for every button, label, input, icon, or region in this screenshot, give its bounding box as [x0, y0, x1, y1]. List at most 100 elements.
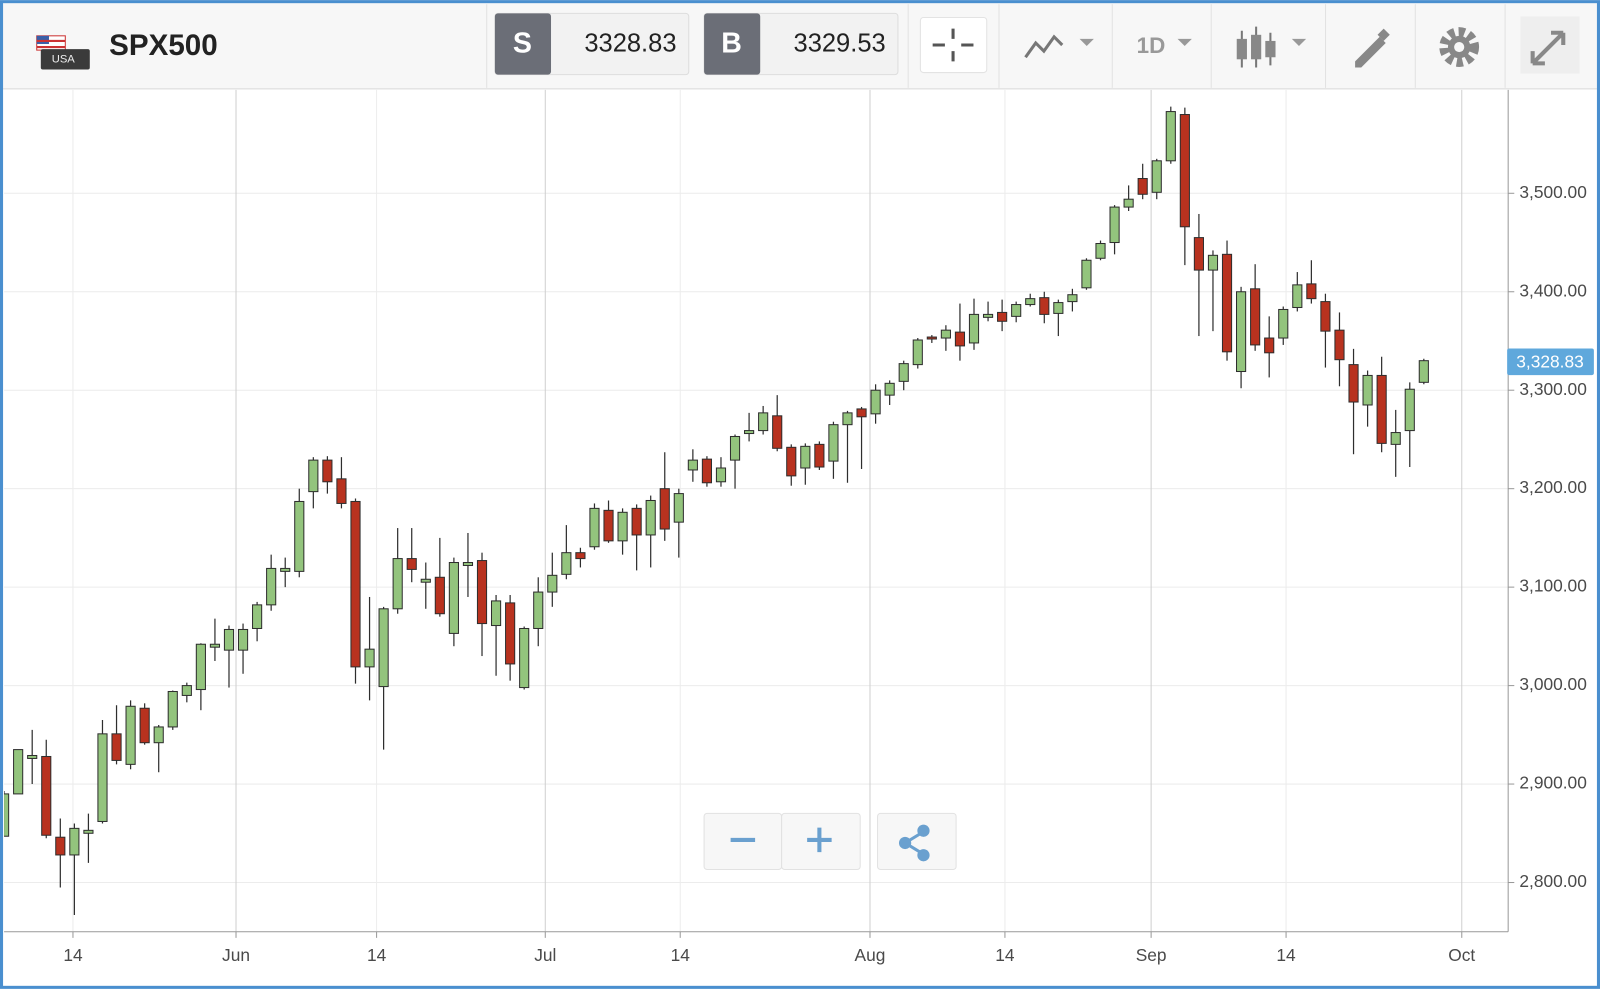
candle-body — [1292, 284, 1303, 309]
x-tick-label: 14 — [63, 945, 83, 965]
candle-body — [715, 467, 727, 483]
candle-body — [912, 339, 923, 366]
candle-body — [1025, 298, 1036, 306]
y-tick-label: 3,200.00 — [1519, 477, 1586, 497]
candle-body — [786, 446, 797, 477]
candle-body — [420, 578, 431, 583]
buy-label: B — [721, 28, 742, 60]
candle-body — [195, 643, 206, 691]
zoom-controls — [703, 812, 957, 871]
candle-body — [856, 408, 867, 418]
candle-body — [97, 733, 108, 822]
sell-label: S — [513, 28, 532, 60]
candle-body — [266, 567, 277, 606]
y-tick-label: 2,800.00 — [1519, 871, 1586, 891]
candle-body — [645, 499, 656, 536]
zoom-in-button[interactable] — [781, 812, 861, 871]
x-tick-label: 14 — [671, 945, 691, 965]
chart-type-button[interactable] — [1024, 34, 1094, 59]
candle-body — [209, 643, 221, 648]
candle-body — [308, 459, 319, 493]
candle-body — [533, 591, 544, 629]
flag-icon: USA — [36, 35, 90, 70]
candle-body — [1362, 374, 1373, 406]
share-button[interactable] — [877, 812, 957, 871]
x-tick-label: 14 — [995, 945, 1015, 965]
candle-body — [1278, 308, 1289, 339]
candle-body — [1095, 242, 1106, 259]
candle-body — [1011, 304, 1022, 317]
candle-body — [617, 511, 628, 542]
candle-body — [758, 412, 769, 432]
toolbar: USA SPX500 S 3328.83 B 3329.53 1D — [2, 2, 1598, 90]
candle-body — [1053, 302, 1064, 314]
candle-body — [1179, 114, 1190, 228]
candle-body — [13, 749, 24, 795]
x-tick-label: 14 — [367, 945, 387, 965]
candle-body — [364, 648, 375, 668]
candle-body — [1039, 297, 1050, 315]
candle-body — [982, 313, 994, 318]
candle-body — [1137, 178, 1148, 195]
crosshair-button[interactable] — [919, 16, 988, 74]
buy-button[interactable]: B 3329.53 — [703, 12, 899, 76]
candle-body — [1306, 283, 1317, 300]
candle-body — [631, 507, 642, 536]
candle-body — [1376, 374, 1387, 444]
candles — [4, 106, 1429, 916]
candle-body — [1109, 206, 1120, 244]
candle-body — [547, 574, 558, 593]
x-tick-label: Oct — [1448, 945, 1475, 965]
candle-body — [111, 733, 122, 761]
indicators-button[interactable] — [1236, 26, 1307, 68]
x-tick-label: 14 — [1276, 945, 1296, 965]
candle-body — [1081, 259, 1092, 289]
draw-button[interactable] — [1355, 28, 1390, 68]
settings-button[interactable] — [1439, 27, 1480, 67]
candle-body — [69, 827, 80, 856]
candle-body — [237, 628, 249, 651]
candle-body — [828, 424, 839, 462]
candle-body — [673, 493, 684, 523]
candle-body — [434, 576, 445, 615]
candle-body — [659, 488, 670, 530]
sell-button[interactable]: S 3328.83 — [494, 12, 690, 76]
x-tick-label: Sep — [1136, 945, 1167, 965]
fullscreen-button[interactable] — [1520, 16, 1580, 74]
candle-body — [687, 459, 698, 471]
timeframe: 1D — [1137, 33, 1166, 58]
candle-body — [589, 507, 600, 548]
zoom-out-button[interactable] — [703, 812, 783, 871]
candle-body — [448, 562, 459, 634]
candle-body — [729, 435, 741, 461]
candle-body — [898, 363, 909, 382]
candle-body — [1151, 160, 1162, 193]
candle-body — [322, 459, 333, 483]
candle-body — [125, 705, 136, 765]
candle-body — [406, 558, 417, 570]
candle-body — [561, 552, 572, 575]
candle-body — [336, 478, 347, 504]
timeframe-button[interactable]: 1D — [1137, 33, 1192, 58]
candle-body — [940, 329, 951, 339]
candle-body — [1404, 388, 1415, 432]
candle-body — [744, 430, 755, 435]
candle-body — [55, 836, 66, 856]
x-tick-label: Jul — [534, 945, 556, 965]
candle-body — [968, 313, 980, 344]
candle-body — [814, 443, 825, 468]
candle-body — [1165, 111, 1176, 162]
candle-body — [519, 627, 530, 689]
candle-body — [926, 336, 937, 340]
candle-body — [280, 567, 291, 572]
candle-body — [294, 500, 305, 572]
candle-body — [181, 685, 192, 696]
candle-body — [1250, 288, 1261, 346]
buy-price: 3329.53 — [794, 30, 886, 58]
candle-body — [505, 602, 516, 665]
candle-body — [575, 552, 586, 560]
candle-body — [476, 560, 488, 625]
candle-body — [252, 604, 263, 629]
candle-body — [153, 726, 164, 744]
